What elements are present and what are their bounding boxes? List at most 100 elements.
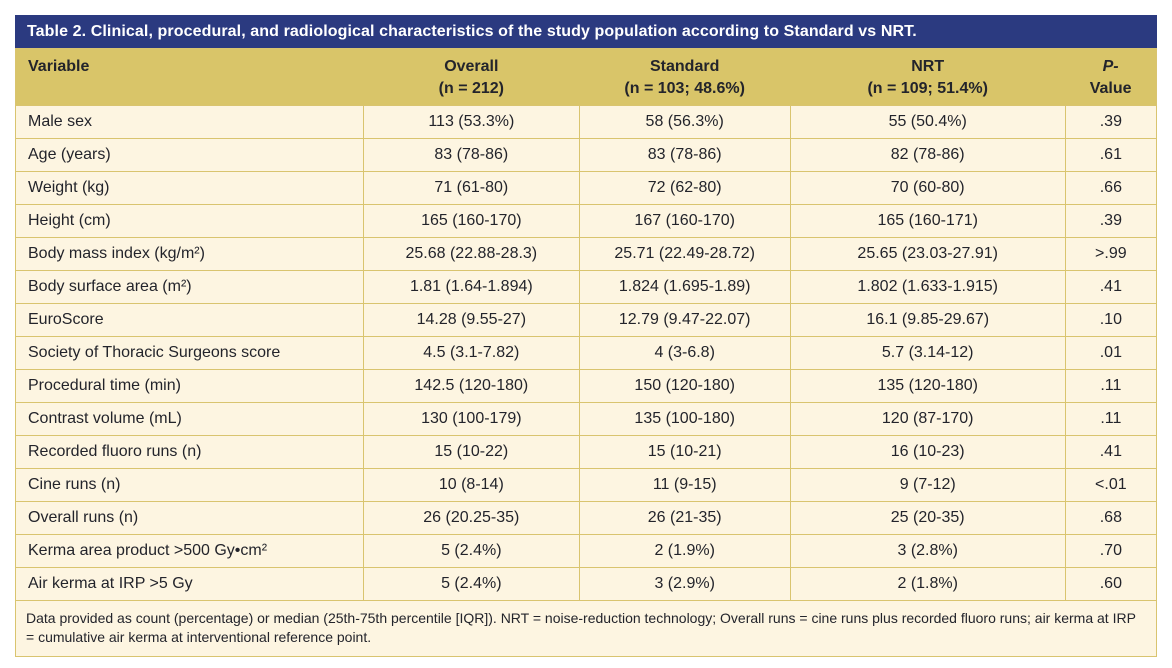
nrt-cell: 9 (7-12) xyxy=(789,468,1066,502)
table-title: Table 2. Clinical, procedural, and radio… xyxy=(15,15,1157,48)
nrt-cell: 120 (87-170) xyxy=(789,402,1066,436)
table-body: Male sex 113 (53.3%) 58 (56.3%) 55 (50.4%).… xyxy=(15,105,1158,601)
header-label: NRT xyxy=(911,58,945,75)
nrt-cell: 3 (2.8%) xyxy=(789,534,1066,568)
standard-cell: 135 (100-180) xyxy=(578,402,791,436)
nrt-cell: 16.1 (9.85-29.67) xyxy=(789,303,1066,337)
nrt-cell: 55 (50.4%) xyxy=(789,105,1066,139)
study-table: Table 2. Clinical, procedural, and radio… xyxy=(15,15,1158,657)
standard-cell: 167 (160-170) xyxy=(578,204,791,238)
header-label: Variable xyxy=(28,58,90,75)
variable-cell: Body mass index (kg/m²) xyxy=(15,237,364,271)
overall-cell: 26 (20.25-35) xyxy=(363,501,580,535)
variable-cell: Recorded fluoro runs (n) xyxy=(15,435,364,469)
overall-cell: 1.81 (1.64-1.894) xyxy=(363,270,580,304)
table-row: Kerma area product >500 Gy•cm² 5 (2.4%) 2 … xyxy=(15,534,1158,568)
p-value-cell: .01 xyxy=(1064,336,1158,370)
table-row: Height (cm) 165 (160-170) 167 (160-170) 165… xyxy=(15,204,1158,238)
p-value-cell: .68 xyxy=(1064,501,1158,535)
nrt-cell: 70 (60-80) xyxy=(789,171,1066,205)
variable-cell: Height (cm) xyxy=(15,204,364,238)
overall-cell: 15 (10-22) xyxy=(363,435,580,469)
table-footer: Data provided as count (percentage) or m… xyxy=(15,600,1157,657)
header-sublabel: (n = 109; 51.4%) xyxy=(867,80,988,97)
header-sublabel: Value xyxy=(1089,80,1132,97)
standard-cell: 25.71 (22.49-28.72) xyxy=(578,237,791,271)
overall-cell: 10 (8-14) xyxy=(363,468,580,502)
header-label: P- xyxy=(1102,58,1119,75)
standard-cell: 2 (1.9%) xyxy=(578,534,791,568)
variable-cell: EuroScore xyxy=(15,303,364,337)
nrt-cell: 82 (78-86) xyxy=(789,138,1066,172)
variable-cell: Air kerma at IRP >5 Gy xyxy=(15,567,364,601)
header-sublabel: (n = 212) xyxy=(438,80,504,97)
variable-cell: Kerma area product >500 Gy•cm² xyxy=(15,534,364,568)
overall-cell: 14.28 (9.55-27) xyxy=(363,303,580,337)
nrt-cell: 2 (1.8%) xyxy=(789,567,1066,601)
table-row: Body mass index (kg/m²) 25.68 (22.88-28.3… xyxy=(15,237,1158,271)
nrt-cell: 165 (160-171) xyxy=(789,204,1066,238)
overall-cell: 71 (61-80) xyxy=(363,171,580,205)
nrt-cell: 25.65 (23.03-27.91) xyxy=(789,237,1066,271)
column-header-p-value: P- Value xyxy=(1065,48,1157,106)
overall-cell: 5 (2.4%) xyxy=(363,567,580,601)
variable-cell: Age (years) xyxy=(15,138,364,172)
p-value-cell: .66 xyxy=(1064,171,1158,205)
footnote-text: Data provided as count (percentage) or m… xyxy=(15,600,1157,657)
p-value-cell: .70 xyxy=(1064,534,1158,568)
standard-cell: 3 (2.9%) xyxy=(578,567,791,601)
p-value-cell: .10 xyxy=(1064,303,1158,337)
table-row: Male sex 113 (53.3%) 58 (56.3%) 55 (50.4%).… xyxy=(15,105,1158,139)
p-value-cell: <.01 xyxy=(1064,468,1158,502)
table-row: Age (years) 83 (78-86) 83 (78-86) 82 (78-86… xyxy=(15,138,1158,172)
p-value-cell: .41 xyxy=(1064,270,1158,304)
overall-cell: 83 (78-86) xyxy=(363,138,580,172)
standard-cell: 11 (9-15) xyxy=(578,468,791,502)
variable-cell: Weight (kg) xyxy=(15,171,364,205)
table-row: Overall runs (n) 26 (20.25-35) 26 (21-35) 2… xyxy=(15,501,1158,535)
column-header-standard: Standard (n = 103; 48.6%) xyxy=(579,48,791,106)
p-value-cell: >.99 xyxy=(1064,237,1158,271)
overall-cell: 25.68 (22.88-28.3) xyxy=(363,237,580,271)
p-value-cell: .11 xyxy=(1064,402,1158,436)
table-row: Recorded fluoro runs (n) 15 (10-22) 15 (10… xyxy=(15,435,1158,469)
header-sublabel: (n = 103; 48.6%) xyxy=(624,80,745,97)
p-value-cell: .39 xyxy=(1064,105,1158,139)
characteristics-table: Variable Overall (n = 212) Standard (n =… xyxy=(15,48,1158,657)
standard-cell: 12.79 (9.47-22.07) xyxy=(578,303,791,337)
header-row: Variable Overall (n = 212) Standard (n =… xyxy=(15,48,1157,106)
overall-cell: 142.5 (120-180) xyxy=(363,369,580,403)
standard-cell: 83 (78-86) xyxy=(578,138,791,172)
column-header-variable: Variable xyxy=(15,48,364,106)
nrt-cell: 135 (120-180) xyxy=(789,369,1066,403)
table-row: Contrast volume (mL) 130 (100-179) 135 (10… xyxy=(15,402,1158,436)
variable-cell: Cine runs (n) xyxy=(15,468,364,502)
overall-cell: 5 (2.4%) xyxy=(363,534,580,568)
p-value-cell: .39 xyxy=(1064,204,1158,238)
variable-cell: Contrast volume (mL) xyxy=(15,402,364,436)
overall-cell: 113 (53.3%) xyxy=(363,105,580,139)
nrt-cell: 1.802 (1.633-1.915) xyxy=(789,270,1066,304)
variable-cell: Male sex xyxy=(15,105,364,139)
standard-cell: 26 (21-35) xyxy=(578,501,791,535)
variable-cell: Body surface area (m²) xyxy=(15,270,364,304)
table-row: Cine runs (n) 10 (8-14) 11 (9-15) 9 (7-12) <… xyxy=(15,468,1158,502)
table-row: Body surface area (m²) 1.81 (1.64-1.894) 1… xyxy=(15,270,1158,304)
p-value-cell: .60 xyxy=(1064,567,1158,601)
variable-cell: Society of Thoracic Surgeons score xyxy=(15,336,364,370)
table-row: Society of Thoracic Surgeons score 4.5 (3… xyxy=(15,336,1158,370)
footnote-row: Data provided as count (percentage) or m… xyxy=(15,600,1157,657)
column-header-nrt: NRT (n = 109; 51.4%) xyxy=(790,48,1066,106)
variable-cell: Procedural time (min) xyxy=(15,369,364,403)
table-row: Procedural time (min) 142.5 (120-180) 150 … xyxy=(15,369,1158,403)
header-label: Overall xyxy=(444,58,499,75)
standard-cell: 1.824 (1.695-1.89) xyxy=(578,270,791,304)
table-header: Variable Overall (n = 212) Standard (n =… xyxy=(15,48,1157,106)
standard-cell: 4 (3-6.8) xyxy=(578,336,791,370)
table-row: Air kerma at IRP >5 Gy 5 (2.4%) 3 (2.9%) 2 … xyxy=(15,567,1158,601)
p-value-cell: .41 xyxy=(1064,435,1158,469)
table-row: EuroScore 14.28 (9.55-27) 12.79 (9.47-22.0… xyxy=(15,303,1158,337)
p-value-cell: .11 xyxy=(1064,369,1158,403)
p-value-cell: .61 xyxy=(1064,138,1158,172)
nrt-cell: 25 (20-35) xyxy=(789,501,1066,535)
